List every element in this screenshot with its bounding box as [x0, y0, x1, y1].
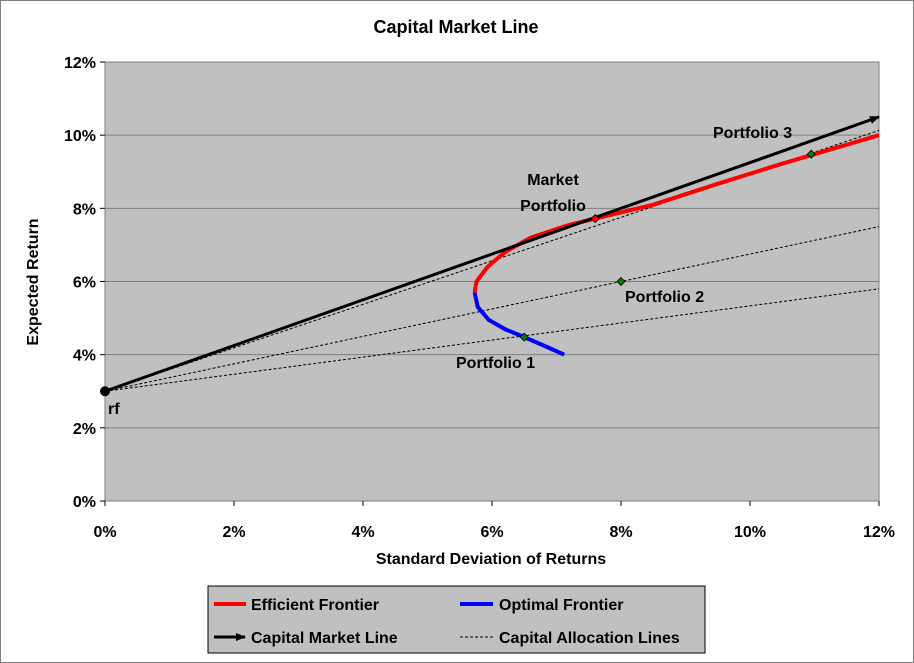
portfolio-marker — [806, 149, 816, 159]
y-tick-label: 10% — [64, 128, 96, 145]
annotation-portfolio-2: Portfolio 2 — [625, 289, 704, 306]
y-tick-label: 6% — [73, 275, 96, 292]
annotation-market-line1: Market — [527, 172, 579, 189]
y-axis-ticks: 0% 2% 4% 6% 8% 10% 12% — [64, 55, 105, 511]
legend-label-capital-market-line: Capital Market Line — [251, 630, 398, 647]
annotation-portfolio-1: Portfolio 1 — [456, 355, 535, 372]
x-axis-ticks: 0% 2% 4% 6% 8% 10% 12% — [93, 501, 895, 541]
legend-box — [207, 585, 706, 654]
y-tick-label: 8% — [73, 201, 96, 218]
chart-title: Capital Market Line — [373, 17, 538, 37]
portfolio-marker — [519, 332, 529, 342]
y-tick-label: 2% — [73, 421, 96, 438]
y-axis-label: Expected Return — [25, 218, 42, 345]
y-tick-label: 4% — [73, 348, 96, 365]
capital-market-line-arrow — [104, 115, 880, 393]
y-tick-label: 12% — [64, 55, 96, 72]
portfolio-marker — [616, 276, 626, 287]
y-tick-label: 0% — [73, 494, 96, 511]
portfolio-marker — [590, 214, 600, 224]
annotation-market-line2: Portfolio — [520, 198, 586, 215]
portfolio-points — [100, 149, 816, 397]
x-tick-label: 4% — [351, 524, 374, 541]
annotation-rf: rf — [108, 401, 120, 418]
x-tick-label: 12% — [863, 524, 895, 541]
legend-label-capital-allocation-lines: Capital Allocation Lines — [499, 630, 680, 647]
x-tick-label: 8% — [609, 524, 632, 541]
legend-label-optimal-frontier: Optimal Frontier — [499, 597, 623, 614]
risk-free-point — [100, 386, 110, 397]
legend: Efficient Frontier Optimal Frontier Capi… — [207, 585, 706, 654]
x-axis-label: Standard Deviation of Returns — [376, 551, 606, 568]
optimal-frontier-curve — [472, 292, 566, 357]
capital-market-line — [104, 115, 880, 393]
x-tick-label: 6% — [480, 524, 503, 541]
gridlines — [105, 134, 879, 429]
x-tick-label: 2% — [222, 524, 245, 541]
legend-label-efficient-frontier: Efficient Frontier — [251, 597, 379, 614]
capital-allocation-line — [104, 288, 880, 392]
x-tick-label: 10% — [734, 524, 766, 541]
x-tick-label: 0% — [93, 524, 116, 541]
capital-allocation-line — [104, 226, 880, 392]
annotation-portfolio-3: Portfolio 3 — [713, 125, 792, 142]
